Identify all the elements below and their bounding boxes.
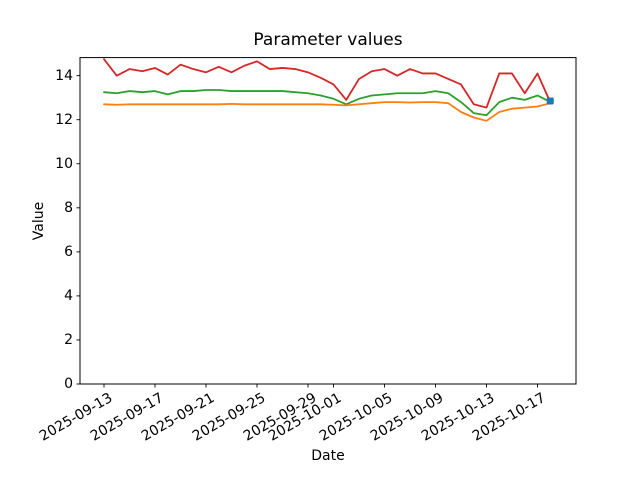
- series-green-line: [103, 89, 552, 117]
- y-tick-label: 0: [64, 376, 73, 392]
- series-blue-endpoint-marker: [546, 97, 554, 105]
- y-tick-label: 4: [64, 287, 73, 304]
- x-axis-label: Date: [311, 448, 345, 464]
- series-red-line: [103, 58, 552, 109]
- axes-box: [79, 57, 577, 385]
- chart-title: Parameter values: [253, 30, 403, 50]
- y-tick-label: 12: [55, 111, 73, 128]
- y-tick-label: 2: [64, 331, 73, 348]
- y-tick-label: 8: [64, 199, 73, 216]
- y-tick-label: 10: [55, 155, 73, 172]
- y-tick-label: 6: [64, 243, 73, 260]
- y-tick-label: 14: [55, 67, 73, 84]
- series-orange-line: [103, 101, 552, 122]
